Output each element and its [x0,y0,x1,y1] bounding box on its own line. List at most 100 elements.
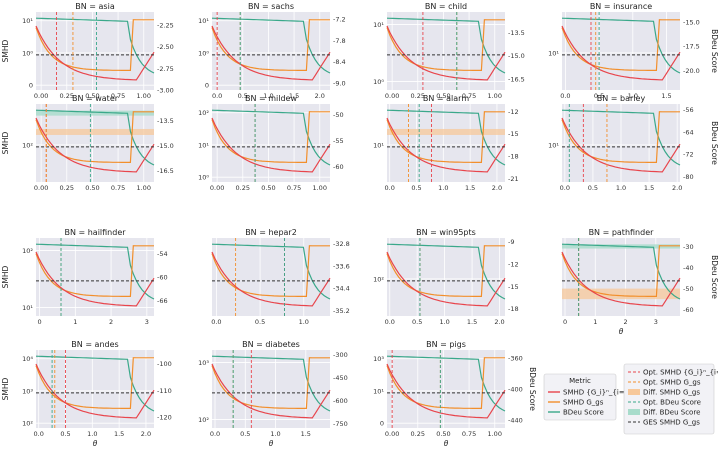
smhd-set-line [386,251,506,307]
x-tick-label: 0.00 [34,184,48,192]
y-right-tick-label: -750 [333,420,348,428]
x-tick-label: 0.5 [412,318,422,326]
panel-hepar2: 0.0 0.5 1.0 -35.2 -34.4 -33.6 -32.8 BN = hepar2 [211,228,350,326]
y-right-tick-label: -8.4 [333,58,346,66]
y-right-tick-label: -50 [333,111,344,119]
y-right-tick-label: -60 [333,163,344,171]
y-left-tick-label: 10⁴ [22,355,33,363]
y-axis-label-right: BDeu Score [710,121,718,165]
y-right-tick-label: -60 [157,274,168,282]
x-tick-label: 1.5 [301,430,311,438]
smhd-set-line [211,25,331,81]
x-tick-label: 3 [145,318,149,326]
y-left-tick-label: 0 [29,82,33,90]
panel-title: BN = water [72,94,119,103]
y-right-tick-label: -3.00 [157,87,174,95]
x-tick-label: 1.0 [299,318,309,326]
diff-smhd-band [387,128,505,135]
x-tick-label: 1.5 [467,318,477,326]
panel-pathfinder: 0 1 2 3 -60 -50 -40 -30 BN = pathfinder BDeu Scor… [561,228,718,336]
y-right-tick-label: -15.0 [157,142,174,150]
panel-title: BN = barley [597,94,646,103]
plot-area [36,12,154,90]
bdeu-score-line [561,109,681,166]
y-right-tick-label: -13.5 [157,117,174,125]
y-right-tick-label: -15.0 [508,52,525,60]
diff-bdeu-band [36,110,154,116]
x-tick-label: 1.0 [87,430,97,438]
bdeu-score-line [386,109,506,166]
y-right-tick-label: -13.5 [508,29,525,37]
plot-area [387,238,505,316]
smhd-set-line [211,363,331,419]
panel-title: BN = asia [75,2,115,11]
panel-title: BN = insurance [590,2,652,11]
y-right-tick-label: -440 [508,417,523,425]
panel-sachs: 0.0 0.5 1.0 1.5 2.0 0 10⁰ 10¹ -9.0 -8.4 -7.8 -7.2 BN… [198,2,346,100]
y-left-tick-label: 0 [380,420,384,428]
x-tick-label: 0.0 [385,184,395,192]
x-tick-label: 2.0 [141,430,151,438]
smhd-gs-line [561,19,680,71]
y-axis-label-left: SMHD [1,39,10,62]
bdeu-score-line [211,243,331,300]
smhd-gs-line [211,111,330,163]
y-right-tick-label: -15 [508,283,519,291]
y-left-tick-label: 10⁰ [373,78,384,86]
y-right-tick-label: -18 [508,153,519,161]
y-right-tick-label: -56 [683,106,694,114]
legend-label: BDeu Score [563,409,604,417]
x-tick-label: 1.5 [114,430,124,438]
smhd-gs-line [561,111,680,163]
x-tick-label: 1.5 [644,184,654,192]
x-tick-label: 0.25 [411,430,425,438]
plot-area [387,104,505,182]
smhd-set-line [386,363,506,419]
y-left-tick-label: 10¹ [22,304,33,312]
x-tick-label: 0.75 [462,92,476,100]
y-right-tick-label: -16.5 [508,76,525,84]
x-tick-label: 1.5 [465,184,475,192]
y-left-tick-label: 10¹ [548,49,559,57]
y-right-tick-label: -64 [683,128,694,136]
x-tick-label: 0.00 [34,92,48,100]
bdeu-score-line [35,243,155,300]
y-right-tick-label: -9 [508,238,514,246]
y-right-tick-label: -72 [683,151,694,159]
panel-title: BN = alarm [423,94,469,103]
bdeu-score-line [211,355,331,412]
x-tick-label: 0.0 [385,318,395,326]
x-tick-label: 0.25 [60,92,74,100]
x-tick-label: 0.5 [238,92,248,100]
x-tick-label: 0.50 [85,184,99,192]
bdeu-score-line [211,17,331,74]
panel-diabetes: 0.0 0.5 1.0 1.5 10² 10³ -750 -600 -450 -300 BN = d… [198,340,348,448]
x-tick-label: 0.75 [111,92,125,100]
x-tick-label: 0.00 [210,184,224,192]
y-right-tick-label: -16.5 [157,167,174,175]
x-tick-label: 0 [563,318,567,326]
y-right-tick-label: -100 [157,360,172,368]
legend-title: Metric [569,377,591,385]
smhd-set-line [211,117,331,173]
y-right-tick-label: -33.6 [333,262,350,270]
bdeu-score-line [35,17,155,74]
legend-label: SMHD G_gs [563,399,604,407]
x-tick-label: 0.75 [287,184,301,192]
smhd-gs-line [561,245,680,297]
panel-win95pts: 0.0 0.5 1.0 1.5 2.0 10² -18 -15 -12 -9 BN = win95p… [373,228,519,326]
diff-smhd-band [36,128,154,135]
x-tick-label: 1.0 [438,184,448,192]
panel-title: BN = child [425,2,467,11]
legend-label: GES SMHD G_gs [643,419,700,427]
plot-area [36,350,154,428]
bdeu-score-line [386,355,506,412]
legend-reference: Opt. SMHD {G_i}ⁿ_{i=1} Opt. SMHD G_gs Diff… [623,363,718,435]
smhd-gs-line [386,357,505,409]
panel-alarm: 0.0 0.5 1.0 1.5 2.0 10¹ -21 -18 -15 -12 BN = alarm [373,94,519,192]
y-left-tick-label: 10¹ [373,21,384,29]
plot-area [36,238,154,316]
smhd-gs-line [386,245,505,297]
x-tick-label: 0.5 [411,184,421,192]
